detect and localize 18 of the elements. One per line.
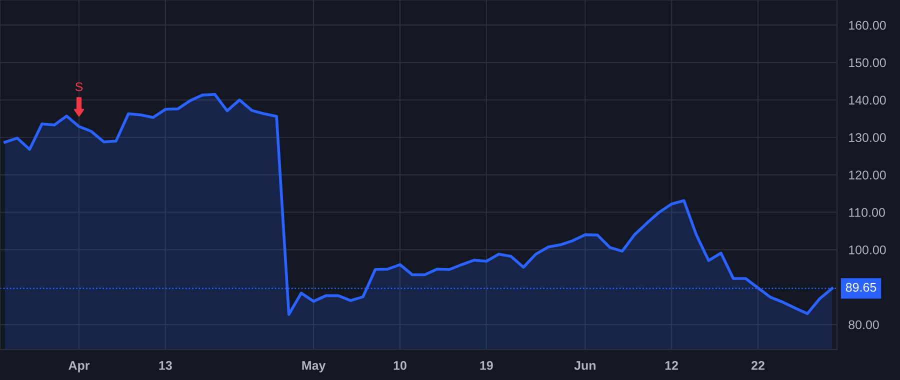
y-tick-label: 100.00 bbox=[849, 245, 886, 254]
x-tick-label: 22 bbox=[751, 361, 764, 370]
y-tick-label: 140.00 bbox=[849, 96, 886, 105]
x-tick-label: 12 bbox=[665, 361, 678, 370]
x-tick-label: 19 bbox=[480, 361, 493, 370]
x-tick-label: Jun bbox=[574, 361, 596, 370]
y-tick-label: 80.00 bbox=[848, 320, 879, 330]
x-tick-label: Apr bbox=[68, 361, 90, 372]
ref-line-label: 89.65 bbox=[846, 282, 876, 292]
x-tick-label: 10 bbox=[394, 361, 406, 370]
x-tick-label: May bbox=[302, 361, 326, 372]
y-tick-label: 110.00 bbox=[849, 208, 885, 217]
y-tick-label: 130.00 bbox=[849, 133, 886, 142]
y-tick-label: 150.00 bbox=[849, 58, 886, 68]
x-tick-label: 13 bbox=[159, 361, 172, 370]
annotation: S bbox=[75, 82, 83, 92]
y-tick-label: 120.00 bbox=[849, 170, 886, 180]
y-tick-label: 160.00 bbox=[849, 20, 886, 30]
